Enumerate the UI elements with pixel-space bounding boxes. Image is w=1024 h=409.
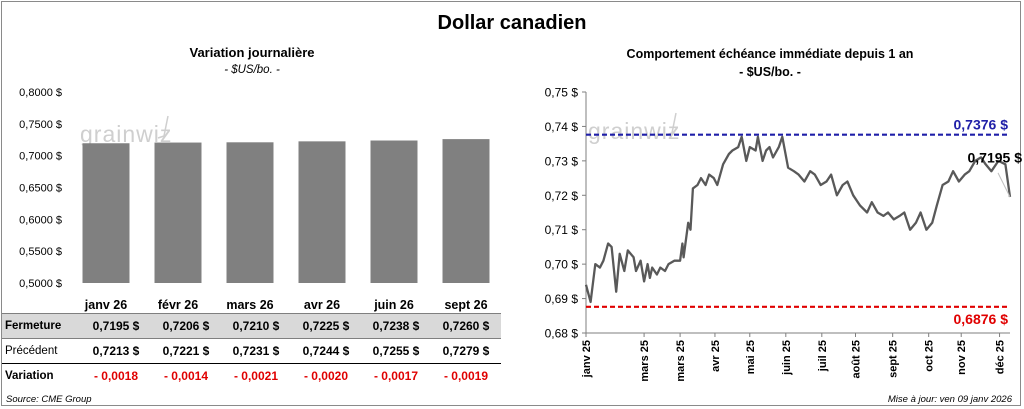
table-cell: 0,7210 $ (232, 319, 280, 333)
main-title: Dollar canadien (437, 12, 587, 34)
x-tick-label: janv 25 (581, 340, 593, 378)
x-tick-label: sept 25 (888, 340, 900, 378)
row-label: Précédent (5, 345, 58, 357)
table-cell: 0,7213 $ (92, 344, 140, 358)
x-tick-label: mars 26 (226, 298, 273, 312)
x-tick-label: févr 26 (158, 298, 198, 312)
y-tick-label: 0,75 $ (545, 86, 579, 100)
table-cell: 0,7221 $ (162, 344, 210, 358)
x-tick-label: juil 25 (817, 340, 829, 372)
watermark-tick-icon (157, 115, 169, 139)
x-tick-label: mars 25 (639, 340, 651, 382)
y-tick-label: 0,70 $ (545, 258, 579, 272)
x-tick-label: mai 25 (745, 340, 757, 374)
x-tick-label: juin 26 (373, 298, 414, 312)
x-tick-label: sept 26 (444, 298, 487, 312)
y-tick-label: 0,7000 $ (19, 151, 62, 163)
source-note: Source: CME Group (6, 394, 92, 405)
bar (370, 140, 418, 283)
bar (82, 143, 130, 283)
right-chart-unit: - $US/bo. - (739, 65, 801, 79)
table-cell: - 0,0014 (163, 369, 209, 383)
table-cell: - 0,0018 (93, 369, 139, 383)
row-label: Variation (5, 370, 54, 382)
bar (226, 142, 274, 283)
table-row-fermeture: Fermeture 0,7195 $ 0,7206 $ 0,7210 $ 0,7… (2, 313, 501, 339)
right-chart-title: Comportement échéance immédiate depuis 1… (626, 47, 914, 61)
y-tick-label: 0,7500 $ (19, 119, 62, 131)
last-value-label: 0,7195 $ (968, 150, 1023, 166)
table-cell: 0,7244 $ (302, 344, 350, 358)
table-row-precedent: Précédent 0,7213 $ 0,7221 $ 0,7231 $ 0,7… (2, 339, 501, 364)
table-row-variation: Variation - 0,0018 - 0,0014 - 0,0021 - 0… (2, 363, 501, 389)
x-tick-label: avr 26 (304, 298, 340, 312)
y-tick-label: 0,71 $ (545, 223, 579, 237)
y-tick-label: 0,69 $ (545, 292, 579, 306)
y-tick-label: 0,72 $ (545, 189, 579, 203)
y-tick-label: 0,5500 $ (19, 246, 62, 258)
x-tick-label: avr 25 (710, 340, 722, 372)
min-line-label: 0,6876 $ (954, 311, 1009, 327)
x-tick-label: juin 25 (781, 340, 793, 376)
bar (442, 139, 490, 283)
table-cell: 0,7195 $ (92, 319, 140, 333)
y-tick-label: 0,6500 $ (19, 183, 62, 195)
y-tick-label: 0,8000 $ (19, 87, 62, 99)
x-tick-label: mars 25 (675, 340, 687, 382)
left-chart-unit: - $US/bo. - (224, 64, 280, 76)
x-tick-label: août 25 (851, 340, 863, 379)
bar (154, 142, 202, 283)
table-cell: - 0,0020 (303, 369, 349, 383)
bar (298, 141, 346, 283)
y-tick-label: 0,74 $ (545, 120, 579, 134)
y-tick-label: 0,5000 $ (19, 278, 62, 290)
row-label: Fermeture (5, 320, 62, 332)
series-line (584, 135, 1012, 304)
table-cell: 0,7279 $ (442, 344, 490, 358)
table-cell: 0,7260 $ (442, 319, 490, 333)
x-tick-label: déc 25 (995, 340, 1007, 374)
values-table: Fermeture 0,7195 $ 0,7206 $ 0,7210 $ 0,7… (2, 313, 501, 388)
y-tick-label: 0,73 $ (545, 154, 579, 168)
x-tick-label: nov 25 (956, 340, 968, 375)
table-cell: 0,7238 $ (372, 319, 420, 333)
table-cell: - 0,0019 (443, 369, 489, 383)
line-chart: 0,68 $ 0,69 $ 0,70 $ 0,71 $ 0,72 $ 0,73 $ 0,74… (545, 86, 1023, 382)
table-cell: - 0,0021 (233, 369, 279, 383)
y-tick-label: 0,6000 $ (19, 214, 62, 226)
y-tick-label: 0,68 $ (545, 327, 579, 341)
x-tick-label: janv 26 (84, 298, 127, 312)
table-cell: 0,7225 $ (302, 319, 350, 333)
bar-chart: 0,5000 $ 0,5500 $ 0,6000 $ 0,6500 $ 0,7000 $… (19, 87, 490, 312)
max-line-label: 0,7376 $ (954, 117, 1009, 133)
table-cell: 0,7255 $ (372, 344, 420, 358)
table-cell: - 0,0017 (373, 369, 419, 383)
table-cell: 0,7206 $ (162, 319, 210, 333)
left-chart-title: Variation journalière (189, 45, 315, 60)
watermark-logo: grainwiz (588, 118, 680, 144)
update-note: Mise à jour: ven 09 janv 2026 (887, 394, 1012, 405)
last-value-leader (997, 172, 1011, 198)
table-cell: 0,7231 $ (232, 344, 280, 358)
x-tick-label: oct 25 (924, 340, 936, 372)
